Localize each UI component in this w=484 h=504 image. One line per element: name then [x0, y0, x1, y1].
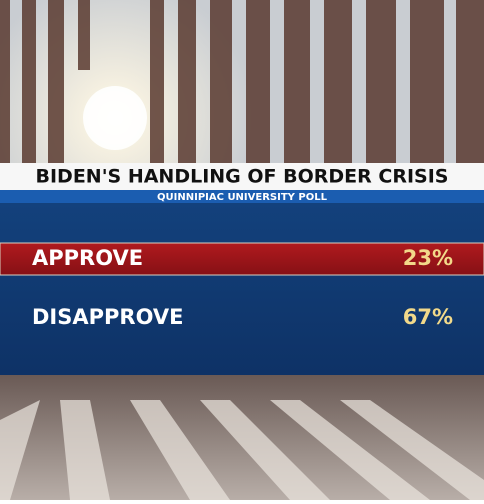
- row-label: APPROVE: [32, 246, 143, 270]
- poll-rows: APPROVE 23% DISAPPROVE 67%: [32, 246, 453, 329]
- title-band: [0, 163, 484, 190]
- row-label: DISAPPROVE: [32, 305, 183, 329]
- subtitle: QUINNIPIAC UNIVERSITY POLL: [157, 192, 328, 203]
- subtitle-band: [0, 190, 484, 203]
- row-value: 23%: [403, 246, 453, 270]
- approve-highlight: [0, 242, 484, 276]
- title: BIDEN'S HANDLING OF BORDER CRISIS: [36, 166, 449, 188]
- poll-panel: [0, 203, 484, 375]
- row-value: 67%: [403, 305, 453, 329]
